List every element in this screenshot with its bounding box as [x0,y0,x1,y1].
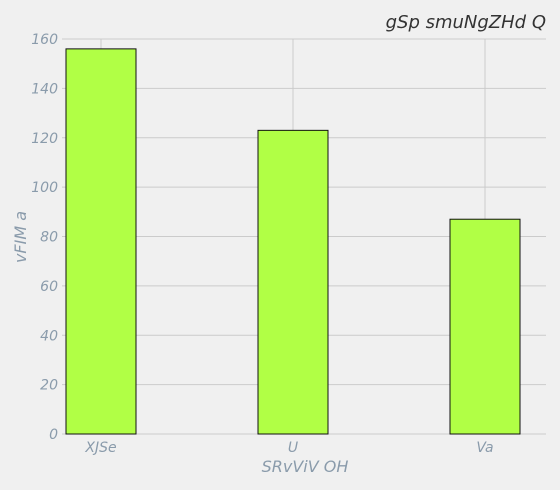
bar-u [257,129,329,435]
y-tick-label: 20 [40,378,58,394]
y-tick-label: 140 [31,81,58,97]
chart-title: gSp smuNgZHd Q [386,12,546,33]
bars [65,48,521,435]
x-axis-label: SRvViV OH [262,457,349,476]
y-tick-label: 80 [40,230,58,246]
y-tick-label: 0 [49,427,58,443]
bar-xjse [65,48,137,435]
y-tick-labels: 0 20 40 60 80 100 120 140 160 [31,32,58,443]
x-tick-label: U [288,440,298,456]
y-tick-label: 120 [31,131,58,147]
x-tick-labels: XJSe U Va [84,440,493,456]
x-tick-label: Va [476,440,493,456]
bar-va [449,218,521,435]
y-axis-label: vFIM a [11,211,30,263]
y-tick-label: 100 [31,180,58,196]
y-tick-label: 40 [40,328,58,344]
y-tick-label: 160 [31,32,58,48]
x-tick-label: XJSe [84,440,116,456]
y-tick-label: 60 [40,279,58,295]
